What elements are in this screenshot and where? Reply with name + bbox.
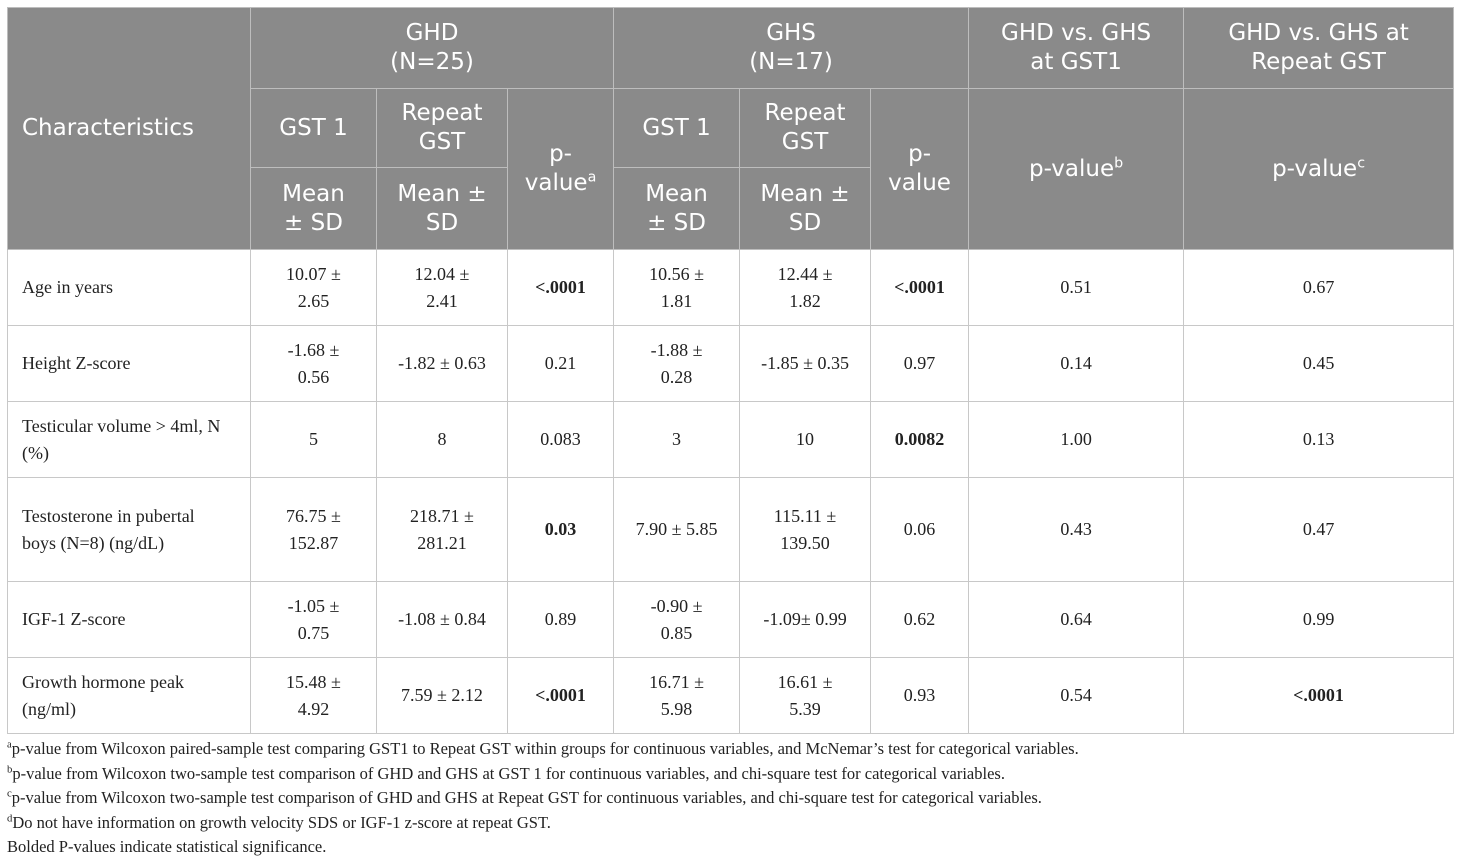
header-characteristics: Characteristics: [7, 7, 251, 250]
cell-ghs-gst1: 7.90 ± 5.85: [613, 477, 741, 582]
cell-ghd-repeat: -1.82 ± 0.63: [376, 325, 508, 402]
cell-ghs-p: 0.93: [870, 657, 970, 734]
cell-ghd-gst1: 10.07 ± 2.65: [250, 249, 377, 326]
row-label: Testosterone in pubertal boys (N=8) (ng/…: [7, 477, 251, 582]
cell-ghd-p: <.0001: [506, 657, 615, 734]
footnote: ap-value from Wilcoxon paired-sample tes…: [7, 738, 1079, 758]
cell-ghs-repeat: 12.44 ± 1.82: [739, 249, 872, 326]
cell-ghd-gst1: -1.05 ± 0.75: [250, 581, 377, 658]
cell-ghd-p: 0.03: [506, 477, 615, 582]
footnote: bp-value from Wilcoxon two-sample test c…: [7, 763, 1005, 783]
cell-ghs-p: 0.0082: [870, 401, 970, 478]
table-body: Age in years 10.07 ± 2.65 12.04 ± 2.41 <…: [7, 249, 1455, 734]
header-ghd-pvalue: p-valuea: [506, 88, 615, 250]
header-cmp-gst1: GHD vs. GHS at GST1: [968, 7, 1185, 89]
cell-ghs-p: 0.62: [870, 581, 970, 658]
table-row: IGF-1 Z-score -1.05 ± 0.75 -1.08 ± 0.84 …: [7, 581, 1455, 658]
table-header: Characteristics GHD (N=25) GHS (N=17) GHD …: [7, 7, 1455, 250]
cell-ghs-gst1: -1.88 ± 0.28: [613, 325, 741, 402]
cell-ghd-gst1: 15.48 ± 4.92: [250, 657, 377, 734]
cell-ghs-p: 0.06: [870, 477, 970, 582]
cell-ghs-p: 0.97: [870, 325, 970, 402]
row-label: Growth hormone peak (ng/ml): [7, 657, 251, 734]
header-pvalue-b: p-valueb: [968, 88, 1185, 250]
header-mean-sd: Mean ± SD: [250, 167, 377, 250]
cell-p-repeat: <.0001: [1183, 657, 1455, 734]
cell-p-gst1: 1.00: [968, 401, 1185, 478]
footnote: Bolded P-values indicate statistical sig…: [7, 837, 327, 857]
footnote: dDo not have information on growth veloc…: [7, 812, 551, 832]
cell-p-gst1: 0.64: [968, 581, 1185, 658]
header-pvalue-c: p-valuec: [1183, 88, 1455, 250]
cell-p-gst1: 0.51: [968, 249, 1185, 326]
table-row: Testosterone in pubertal boys (N=8) (ng/…: [7, 477, 1455, 582]
header-group-ghs: GHS (N=17): [613, 7, 970, 89]
table-row: Testicular volume > 4ml, N (%) 5 8 0.083…: [7, 401, 1455, 478]
header-ghs-gst1: GST 1: [613, 88, 741, 168]
header-group-ghd: GHD (N=25): [249, 7, 615, 89]
cell-ghs-gst1: 16.71 ± 5.98: [613, 657, 741, 734]
cell-ghd-p: 0.21: [506, 325, 615, 402]
row-label: Height Z-score: [7, 325, 251, 402]
cell-ghd-p: 0.083: [506, 401, 615, 478]
header-ghd-gst1: GST 1: [250, 88, 377, 168]
cell-ghs-repeat: 10: [739, 401, 872, 478]
results-table: Characteristics GHD (N=25) GHS (N=17) GHD …: [7, 7, 1455, 734]
cell-ghs-gst1: -0.90 ± 0.85: [613, 581, 741, 658]
cell-ghd-gst1: 5: [250, 401, 377, 478]
cell-p-repeat: 0.13: [1183, 401, 1455, 478]
cell-ghs-repeat: -1.09± 0.99: [739, 581, 872, 658]
cell-ghs-gst1: 3: [613, 401, 741, 478]
header-ghs-pvalue: p-value: [870, 88, 970, 250]
row-label: Testicular volume > 4ml, N (%): [7, 401, 251, 478]
cell-p-gst1: 0.43: [968, 477, 1185, 582]
cell-ghs-p: <.0001: [870, 249, 970, 326]
table-row: Age in years 10.07 ± 2.65 12.04 ± 2.41 <…: [7, 249, 1455, 326]
cell-ghd-gst1: 76.75 ± 152.87: [250, 477, 377, 582]
cell-ghd-repeat: 7.59 ± 2.12: [376, 657, 508, 734]
cell-p-repeat: 0.45: [1183, 325, 1455, 402]
cell-ghd-p: <.0001: [506, 249, 615, 326]
cell-ghd-repeat: 218.71 ± 281.21: [376, 477, 508, 582]
cell-ghd-p: 0.89: [506, 581, 615, 658]
header-mean-sd: Mean ± SD: [739, 167, 872, 250]
cell-p-gst1: 0.14: [968, 325, 1185, 402]
row-label: IGF-1 Z-score: [7, 581, 251, 658]
header-cmp-repeat: GHD vs. GHS at Repeat GST: [1183, 7, 1455, 89]
cell-ghd-repeat: 12.04 ± 2.41: [376, 249, 508, 326]
header-mean-sd: Mean ± SD: [376, 167, 508, 250]
table-row: Growth hormone peak (ng/ml) 15.48 ± 4.92…: [7, 657, 1455, 734]
header-ghd-repeat: Repeat GST: [376, 88, 508, 168]
footnotes: ap-value from Wilcoxon paired-sample tes…: [7, 737, 1453, 860]
cell-ghs-gst1: 10.56 ± 1.81: [613, 249, 741, 326]
cell-ghs-repeat: -1.85 ± 0.35: [739, 325, 872, 402]
cell-ghd-repeat: 8: [376, 401, 508, 478]
cell-p-repeat: 0.67: [1183, 249, 1455, 326]
cell-p-repeat: 0.99: [1183, 581, 1455, 658]
header-mean-sd: Mean ± SD: [613, 167, 741, 250]
cell-p-gst1: 0.54: [968, 657, 1185, 734]
row-label: Age in years: [7, 249, 251, 326]
footnote: cp-value from Wilcoxon two-sample test c…: [7, 787, 1042, 808]
cell-p-repeat: 0.47: [1183, 477, 1455, 582]
cell-ghs-repeat: 16.61 ± 5.39: [739, 657, 872, 734]
table-row: Height Z-score -1.68 ± 0.56 -1.82 ± 0.63…: [7, 325, 1455, 402]
cell-ghd-repeat: -1.08 ± 0.84: [376, 581, 508, 658]
header-ghs-repeat: Repeat GST: [739, 88, 872, 168]
cell-ghd-gst1: -1.68 ± 0.56: [250, 325, 377, 402]
cell-ghs-repeat: 115.11 ± 139.50: [739, 477, 872, 582]
